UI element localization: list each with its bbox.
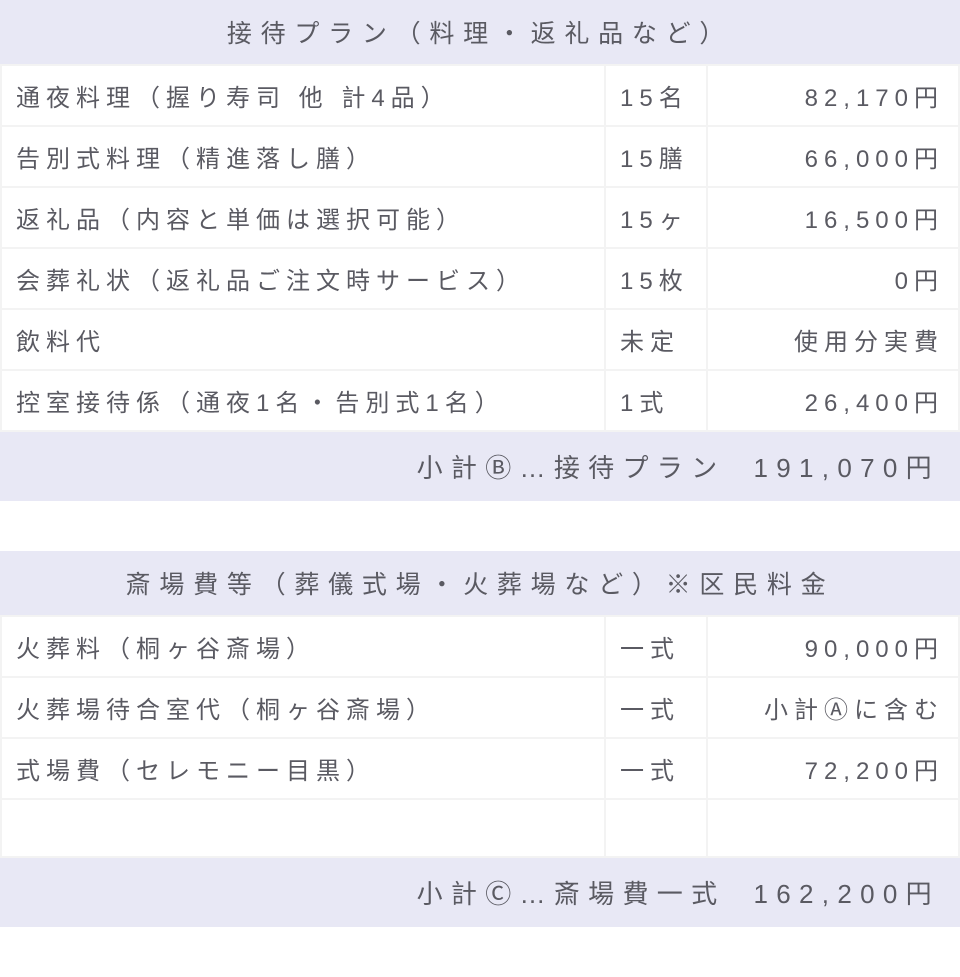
item-name: 火葬場待合室代（桐ヶ谷斎場） (2, 678, 604, 737)
subtotal-label: 小計Ⓑ…接待プラン (417, 453, 726, 483)
item-quantity: 未定 (606, 310, 706, 369)
subtotal-amount: 162,200円 (753, 879, 940, 909)
item-name: 飲料代 (2, 310, 604, 369)
table-title: 接待プラン（料理・返礼品など） (0, 0, 960, 64)
table-row: 式場費（セレモニー目黒）一式72,200円 (2, 739, 958, 798)
item-quantity (606, 800, 706, 856)
item-quantity: 一式 (606, 739, 706, 798)
table-row: 火葬場待合室代（桐ヶ谷斎場）一式小計Ⓐに含む (2, 678, 958, 737)
item-name: 通夜料理（握り寿司 他 計4品） (2, 66, 604, 125)
item-name: 返礼品（内容と単価は選択可能） (2, 188, 604, 247)
pricing-table: 斎場費等（葬儀式場・火葬場など）※区民料金火葬料（桐ヶ谷斎場）一式90,000円… (0, 551, 960, 927)
item-amount: 16,500円 (708, 188, 958, 247)
item-amount (708, 800, 958, 856)
item-quantity: 15ヶ (606, 188, 706, 247)
item-name (2, 800, 604, 856)
table-row: 火葬料（桐ヶ谷斎場）一式90,000円 (2, 617, 958, 676)
table-row: 会葬礼状（返礼品ご注文時サービス）15枚0円 (2, 249, 958, 308)
item-name: 式場費（セレモニー目黒） (2, 739, 604, 798)
item-quantity: 1式 (606, 371, 706, 430)
pricing-grid: 通夜料理（握り寿司 他 計4品）15名82,170円告別式料理（精進落し膳）15… (0, 64, 960, 432)
item-quantity: 15枚 (606, 249, 706, 308)
table-row (2, 800, 958, 856)
table-row: 返礼品（内容と単価は選択可能）15ヶ16,500円 (2, 188, 958, 247)
table-title: 斎場費等（葬儀式場・火葬場など）※区民料金 (0, 551, 960, 615)
table-row: 飲料代未定使用分実費 (2, 310, 958, 369)
item-name: 控室接待係（通夜1名・告別式1名） (2, 371, 604, 430)
item-quantity: 一式 (606, 678, 706, 737)
table-row: 告別式料理（精進落し膳）15膳66,000円 (2, 127, 958, 186)
table-row: 通夜料理（握り寿司 他 計4品）15名82,170円 (2, 66, 958, 125)
pricing-table: 接待プラン（料理・返礼品など）通夜料理（握り寿司 他 計4品）15名82,170… (0, 0, 960, 501)
item-name: 火葬料（桐ヶ谷斎場） (2, 617, 604, 676)
item-name: 会葬礼状（返礼品ご注文時サービス） (2, 249, 604, 308)
item-amount: 26,400円 (708, 371, 958, 430)
subtotal-row: 小計Ⓑ…接待プラン 191,070円 (0, 432, 960, 501)
subtotal-label: 小計Ⓒ…斎場費一式 (417, 879, 726, 909)
item-quantity: 15名 (606, 66, 706, 125)
item-amount: 使用分実費 (708, 310, 958, 369)
item-amount: 66,000円 (708, 127, 958, 186)
item-name: 告別式料理（精進落し膳） (2, 127, 604, 186)
subtotal-amount: 191,070円 (753, 453, 940, 483)
item-amount: 0円 (708, 249, 958, 308)
subtotal-row: 小計Ⓒ…斎場費一式 162,200円 (0, 858, 960, 927)
item-amount: 72,200円 (708, 739, 958, 798)
pricing-grid: 火葬料（桐ヶ谷斎場）一式90,000円火葬場待合室代（桐ヶ谷斎場）一式小計Ⓐに含… (0, 615, 960, 858)
item-quantity: 15膳 (606, 127, 706, 186)
item-amount: 82,170円 (708, 66, 958, 125)
item-amount: 90,000円 (708, 617, 958, 676)
item-amount: 小計Ⓐに含む (708, 678, 958, 737)
table-row: 控室接待係（通夜1名・告別式1名）1式26,400円 (2, 371, 958, 430)
item-quantity: 一式 (606, 617, 706, 676)
